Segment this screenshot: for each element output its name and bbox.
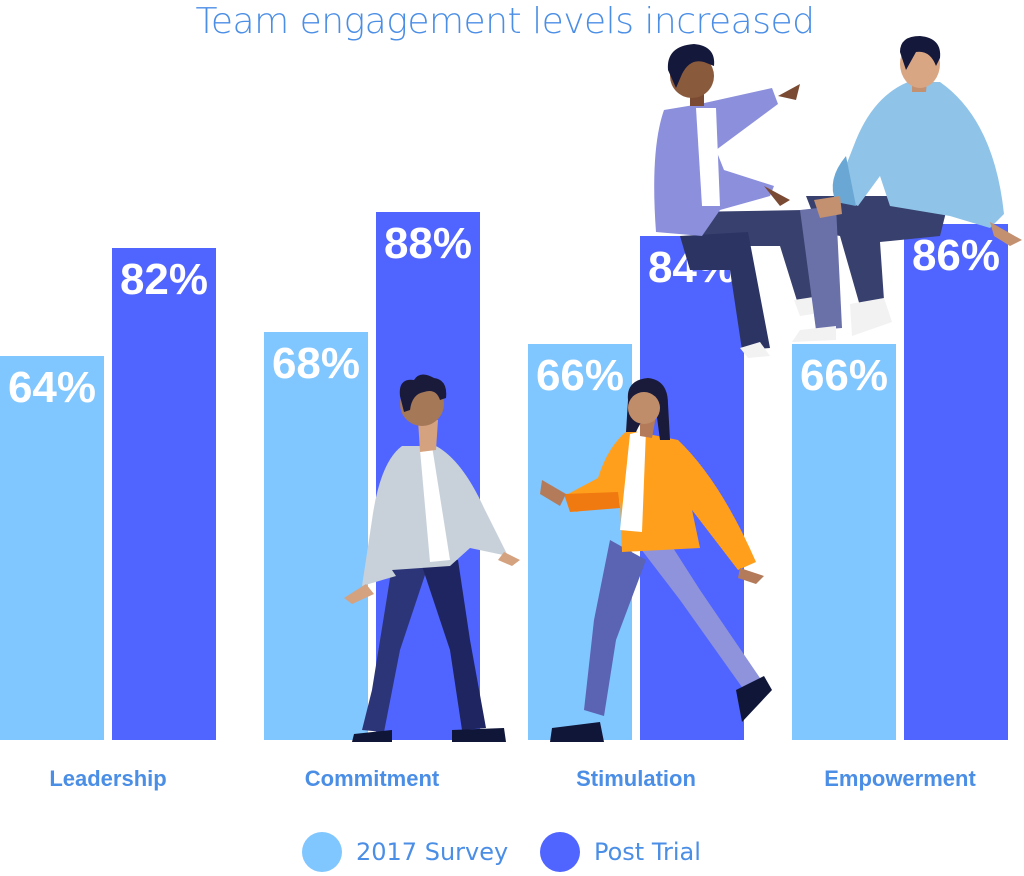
- legend-item-series-1: 2017 Survey: [302, 832, 508, 872]
- data-label-stimulation-series-1: 66%: [536, 351, 624, 400]
- walking-person-woman-icon: [540, 378, 772, 742]
- legend-swatch-series-2: [540, 832, 580, 872]
- data-label-commitment-series-2: 88%: [384, 219, 472, 268]
- value-labels-group: 64%82%68%88%66%84%66%86%: [8, 219, 1000, 412]
- legend: 2017 Survey Post Trial: [0, 832, 1024, 876]
- data-label-leadership-series-2: 82%: [120, 255, 208, 304]
- data-label-commitment-series-1: 68%: [272, 339, 360, 388]
- bar-empowerment-series-2: [904, 224, 1008, 740]
- data-label-leadership-series-1: 64%: [8, 363, 96, 412]
- data-label-empowerment-series-2: 86%: [912, 231, 1000, 280]
- chart-title: Team engagement levels increased: [195, 1, 815, 42]
- legend-label-series-1: 2017 Survey: [356, 838, 509, 866]
- bar-leadership-series-1: [0, 356, 104, 740]
- category-labels-group: Leadership Commitment Stimulation Empowerme…: [49, 766, 976, 791]
- walking-person-man-icon: [344, 374, 520, 742]
- legend-swatch-series-1: [302, 832, 342, 872]
- sitting-person-listening-icon: [792, 36, 1022, 342]
- legend-label-series-2: Post Trial: [594, 838, 701, 866]
- legend-item-series-2: Post Trial: [540, 832, 701, 872]
- bar-leadership-series-2: [112, 248, 216, 740]
- bar-stimulation-series-1: [528, 344, 632, 740]
- bar-commitment-series-1: [264, 332, 368, 740]
- category-label-stimulation: Stimulation: [576, 766, 696, 791]
- category-label-leadership: Leadership: [49, 766, 166, 791]
- category-label-empowerment: Empowerment: [824, 766, 976, 791]
- bar-empowerment-series-1: [792, 344, 896, 740]
- category-label-commitment: Commitment: [305, 766, 440, 791]
- data-label-empowerment-series-1: 66%: [800, 351, 888, 400]
- sitting-person-pointing-icon: [654, 44, 826, 358]
